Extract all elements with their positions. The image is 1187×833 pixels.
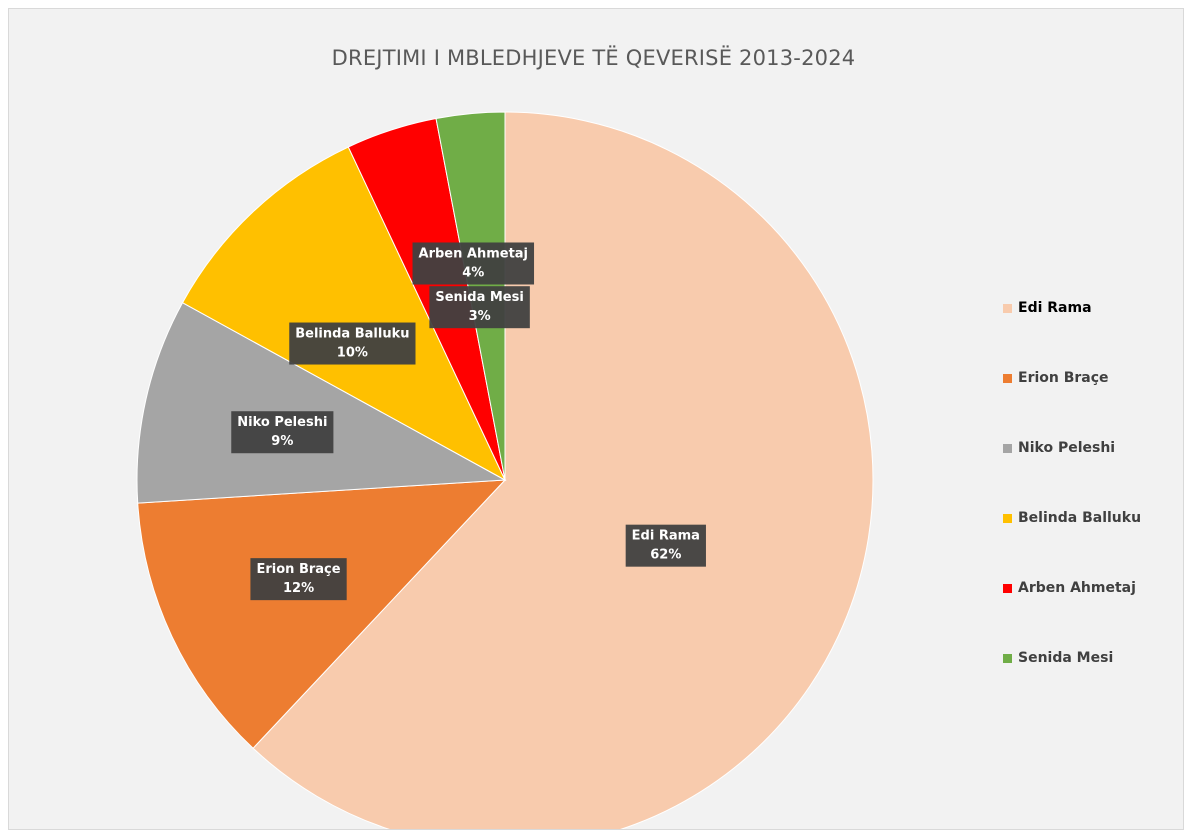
legend-swatch [1003,373,1012,383]
data-label-box [412,242,535,285]
legend-item-erion-brace: Erion Braçe [1003,370,1109,386]
legend-label: Erion Braçe [1018,370,1109,386]
data-label-arben-ahmetaj: Arben Ahmetaj 4% [412,242,535,285]
data-label-box [231,411,334,454]
data-label-value: 4% [462,265,484,280]
data-label-name: Arben Ahmetaj [419,246,529,261]
pie-slice-erion-brace [137,479,507,749]
data-label-value: 62% [650,548,681,563]
data-label-value: 12% [283,581,314,596]
legend-label: Belinda Balluku [1018,510,1142,526]
legend-label: Arben Ahmetaj [1018,580,1136,596]
legend-item-belinda-balluku: Belinda Balluku [1003,510,1141,526]
legend-swatch [1003,513,1012,523]
pie-labels: Edi Rama 62% Erion Braçe 12% Niko Peleshi 9% B… [231,242,706,601]
data-label-name: Niko Peleshi [237,415,327,430]
legend-swatch [1003,653,1012,663]
data-label-name: Edi Rama [632,529,700,544]
pie-slice-belinda-balluku [181,146,507,482]
legend-label: Niko Peleshi [1018,440,1116,456]
data-label-name: Belinda Balluku [295,327,409,342]
data-label-value: 3% [469,309,491,324]
data-label-value: 10% [337,346,368,361]
pie-slice-niko-peleshi [136,302,507,504]
legend-label: Senida Mesi [1018,650,1114,666]
legend-swatch [1003,303,1012,313]
legend-item-niko-peleshi: Niko Peleshi [1003,440,1115,456]
chart-title: DREJTIMI I MBLEDHJEVE TË QEVERISË 2013-2… [331,46,856,70]
legend-swatch [1003,583,1012,593]
pie-slice-edi-rama [252,111,874,829]
data-label-erion-brace: Erion Braçe 12% [250,558,347,601]
data-label-value: 9% [271,434,293,449]
data-label-edi-rama: Edi Rama 62% [625,524,706,567]
legend-item-edi-rama: Edi Rama [1003,300,1092,316]
data-label-belinda-balluku: Belinda Balluku 10% [289,322,416,365]
data-label-box [289,322,416,365]
legend-label: Edi Rama [1018,300,1092,316]
data-label-senida-mesi: Senida Mesi 3% [429,286,530,329]
legend-swatch [1003,443,1012,453]
data-label-name: Senida Mesi [435,290,523,305]
data-label-box [625,524,706,567]
data-label-name: Erion Braçe [257,562,341,577]
data-label-box [250,558,347,601]
legend-item-arben-ahmetaj: Arben Ahmetaj [1003,580,1136,596]
data-label-niko-peleshi: Niko Peleshi 9% [231,411,334,454]
pie-slices [136,111,874,829]
data-label-box [429,286,530,329]
legend-item-senida-mesi: Senida Mesi [1003,650,1113,666]
